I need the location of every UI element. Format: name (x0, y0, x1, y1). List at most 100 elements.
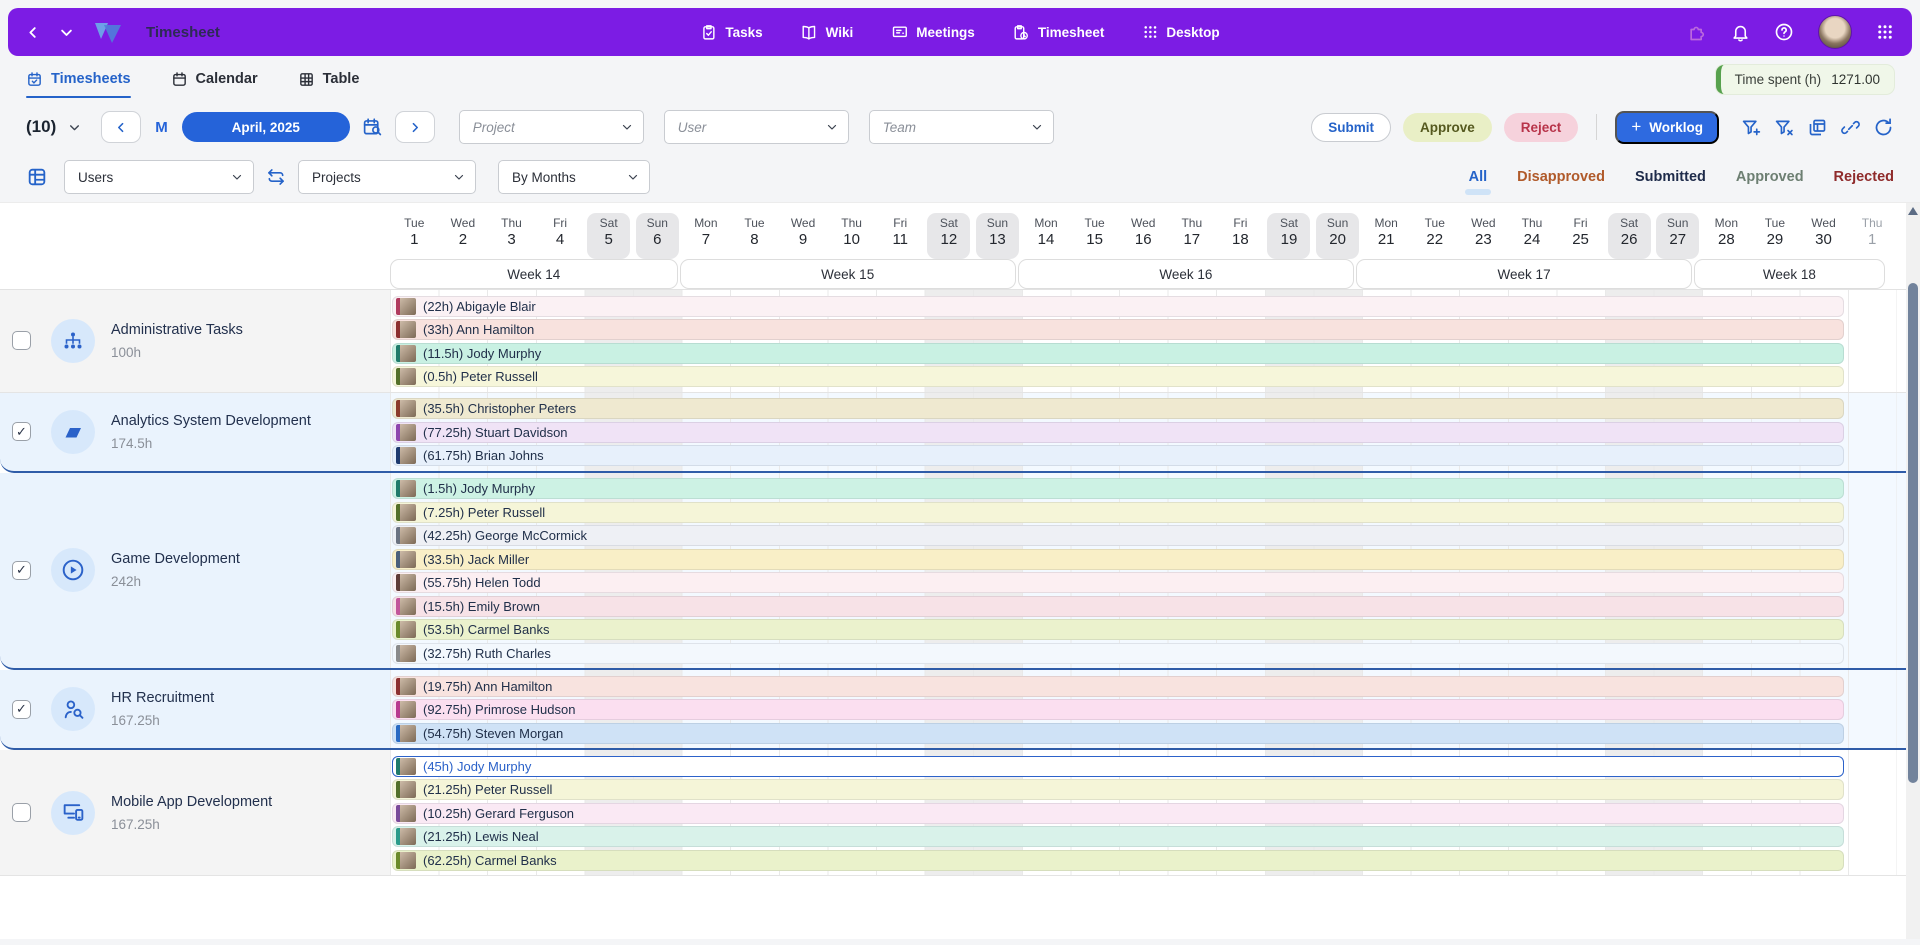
approve-button[interactable]: Approve (1403, 112, 1492, 142)
user-bar[interactable]: (53.5h) Carmel Banks (392, 619, 1844, 640)
vertical-scrollbar[interactable] (1906, 203, 1920, 939)
puzzle-icon[interactable] (1687, 22, 1707, 42)
project-checkbox[interactable]: ✓ (12, 699, 31, 719)
user-avatar (396, 368, 416, 385)
user-bar-label: (21.25h) Lewis Neal (423, 829, 539, 844)
copy-table-icon[interactable] (1807, 117, 1828, 138)
add-worklog-button[interactable]: + Worklog (1615, 110, 1719, 144)
user-bar[interactable]: (7.25h) Peter Russell (392, 501, 1844, 523)
period-selector[interactable]: April, 2025 (181, 112, 350, 142)
user-filter-select[interactable]: User (663, 110, 849, 144)
project-checkbox[interactable]: ✓ (12, 422, 31, 441)
help-icon[interactable] (1774, 22, 1794, 42)
day-cell: Thu 10 (841, 216, 862, 248)
user-avatar-menu[interactable] (1818, 15, 1852, 49)
user-bar-label: (22h) Abigayle Blair (423, 298, 536, 314)
user-bar-label: (53.5h) Carmel Banks (423, 622, 550, 637)
sitemap-icon (51, 318, 95, 363)
team-filter-select[interactable]: Team (868, 110, 1054, 144)
user-bar[interactable]: (15.5h) Emily Brown (392, 595, 1844, 617)
status-tab-disapproved[interactable]: Disapproved (1517, 169, 1605, 185)
toolbar: (10) M April, 2025 Project User Team Sub… (0, 102, 1920, 152)
user-avatar (396, 597, 416, 615)
nav-item-desktop[interactable]: Desktop (1142, 24, 1220, 41)
reject-button[interactable]: Reject (1503, 112, 1579, 142)
project-checkbox[interactable]: ✓ (12, 560, 31, 580)
user-bar[interactable]: (0.5h) Peter Russell (392, 366, 1844, 387)
project-checkbox[interactable] (12, 331, 31, 351)
rows-mode-select[interactable]: Users (64, 160, 254, 194)
user-bar[interactable]: (11.5h) Jody Murphy (392, 342, 1844, 364)
user-bar[interactable]: (35.5h) Christopher Peters (392, 398, 1844, 419)
status-tab-approved[interactable]: Approved (1735, 169, 1804, 185)
user-bar[interactable]: (92.75h) Primrose Hudson (392, 699, 1844, 720)
scale-select[interactable]: By Months (498, 160, 650, 194)
day-cell: Sun 27 (1653, 213, 1702, 259)
user-bar-label: (11.5h) Jody Murphy (423, 345, 542, 361)
user-bar[interactable]: (45h) Jody Murphy (392, 755, 1844, 777)
user-avatar (396, 550, 416, 568)
user-bar[interactable]: (22h) Abigayle Blair (392, 295, 1844, 317)
user-bar-label: (21.25h) Peter Russell (423, 782, 553, 797)
day-cell: Mon 28 (1714, 216, 1738, 248)
user-bar[interactable]: (61.75h) Brian Johns (392, 445, 1844, 466)
wiki-icon (802, 25, 816, 40)
prev-period-button[interactable] (101, 111, 142, 143)
refresh-icon[interactable] (1873, 117, 1894, 138)
filter-clear-icon[interactable] (1774, 117, 1795, 138)
layout-grid-icon[interactable] (26, 166, 48, 188)
user-bar[interactable]: (1.5h) Jody Murphy (392, 478, 1844, 499)
day-cell: Thu 24 (1521, 216, 1543, 248)
user-bar[interactable]: (62.25h) Carmel Banks (392, 849, 1844, 871)
apps-grid-icon[interactable] (1876, 23, 1894, 41)
month-mode-letter[interactable]: M (155, 118, 168, 136)
next-period-button[interactable] (394, 111, 435, 143)
user-bar[interactable]: (42.25h) George McCormick (392, 525, 1844, 546)
user-bar[interactable]: (77.25h) Stuart Davidson (392, 421, 1844, 443)
bell-icon[interactable] (1731, 23, 1750, 42)
day-cell: Fri 25 (1572, 216, 1589, 248)
user-avatar (396, 527, 416, 544)
nav-item-tasks[interactable]: Tasks (700, 24, 763, 41)
tab-calendar[interactable]: Calendar (171, 56, 258, 102)
user-bar[interactable]: (21.25h) Peter Russell (392, 779, 1844, 800)
tab-timesheets[interactable]: Timesheets (26, 56, 131, 102)
project-checkbox[interactable] (12, 803, 31, 822)
user-bar[interactable]: (19.75h) Ann Hamilton (392, 675, 1844, 697)
user-avatar (396, 781, 416, 798)
nav-item-timesheet[interactable]: Timesheet (1013, 24, 1104, 41)
nav-item-meetings[interactable]: Meetings (891, 24, 975, 41)
calendar-search-icon[interactable] (362, 117, 383, 138)
tab-table[interactable]: Table (298, 56, 359, 102)
user-bar[interactable]: (21.25h) Lewis Neal (392, 826, 1844, 847)
divider (1596, 114, 1598, 140)
user-avatar (396, 804, 416, 822)
status-tab-rejected[interactable]: Rejected (1833, 169, 1894, 185)
user-bar[interactable]: (33h) Ann Hamilton (392, 319, 1844, 340)
project-filter-select[interactable]: Project (458, 110, 644, 144)
user-bar[interactable]: (32.75h) Ruth Charles (392, 642, 1844, 664)
project-panel: Administrative Tasks 100h (0, 290, 390, 392)
status-tab-all[interactable]: All (1464, 169, 1491, 195)
scrollbar-thumb[interactable] (1908, 283, 1918, 783)
view-settings-bar: Users Projects By Months All Disapproved… (0, 152, 1920, 202)
count-chevron-icon[interactable] (68, 121, 81, 134)
day-cell: Mon 21 (1374, 216, 1398, 248)
back-icon[interactable] (26, 25, 41, 40)
swap-icon[interactable] (266, 167, 286, 187)
nav-item-wiki[interactable]: Wiki (801, 24, 853, 41)
chevron-down-icon[interactable] (59, 25, 74, 40)
user-avatar (396, 297, 416, 315)
week-label: Week 15 (679, 259, 1016, 289)
scroll-up-icon[interactable] (1908, 207, 1918, 215)
user-bar[interactable]: (54.75h) Steven Morgan (392, 722, 1844, 744)
user-bar[interactable]: (33.5h) Jack Miller (392, 548, 1844, 570)
filter-add-icon[interactable] (1741, 117, 1762, 138)
day-cell: Sat 5 (584, 213, 633, 259)
submit-button[interactable]: Submit (1311, 112, 1392, 142)
user-bar[interactable]: (10.25h) Gerard Ferguson (392, 802, 1844, 824)
link-icon[interactable] (1840, 117, 1861, 138)
user-bar[interactable]: (55.75h) Helen Todd (392, 572, 1844, 593)
columns-mode-select[interactable]: Projects (298, 160, 476, 194)
status-tab-submitted[interactable]: Submitted (1634, 169, 1706, 185)
